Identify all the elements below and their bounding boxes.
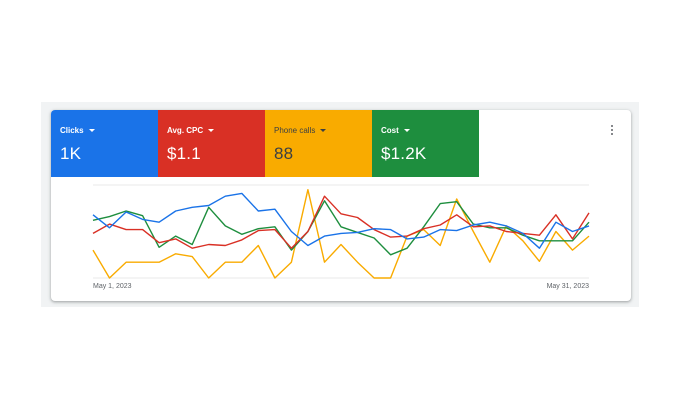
performance-card: Clicks 1K Avg. CPC $1.1 Phone calls 88 C… bbox=[51, 110, 631, 301]
metric-label-phone-calls: Phone calls bbox=[274, 125, 316, 135]
metric-tile-phone-calls[interactable]: Phone calls 88 bbox=[265, 110, 372, 177]
series-line-cost bbox=[92, 200, 590, 256]
chevron-down-icon[interactable] bbox=[403, 128, 410, 132]
metric-tile-avg-cpc[interactable]: Avg. CPC $1.1 bbox=[158, 110, 265, 177]
metric-value-avg-cpc: $1.1 bbox=[167, 144, 201, 163]
performance-line-chart bbox=[92, 184, 590, 279]
metric-label-cost: Cost bbox=[381, 125, 399, 135]
chevron-down-icon[interactable] bbox=[88, 128, 95, 132]
x-axis-end-label: May 31, 2023 bbox=[546, 283, 589, 290]
x-axis-start-label: May 1, 2023 bbox=[93, 283, 132, 290]
series-line-avg-cpc bbox=[92, 195, 590, 249]
chevron-down-icon[interactable] bbox=[208, 128, 215, 132]
metric-tile-cost[interactable]: Cost $1.2K bbox=[372, 110, 479, 177]
metric-tile-clicks[interactable]: Clicks 1K bbox=[51, 110, 158, 177]
chevron-down-icon[interactable] bbox=[320, 128, 327, 132]
metric-label-avg-cpc: Avg. CPC bbox=[167, 125, 204, 135]
metric-tiles: Clicks 1K Avg. CPC $1.1 Phone calls 88 C… bbox=[51, 110, 479, 177]
metric-value-clicks: 1K bbox=[60, 144, 82, 163]
more-vert-icon[interactable] bbox=[605, 123, 619, 137]
metric-label-clicks: Clicks bbox=[60, 125, 84, 135]
metric-value-cost: $1.2K bbox=[381, 144, 427, 163]
metric-value-phone-calls: 88 bbox=[274, 144, 294, 163]
series-line-clicks bbox=[92, 192, 590, 249]
